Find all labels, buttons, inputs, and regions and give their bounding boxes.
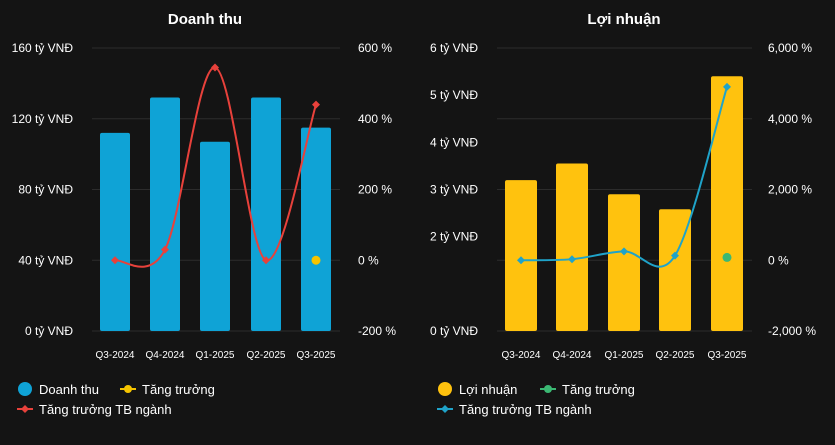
bar[interactable]: [100, 132, 130, 331]
bar[interactable]: [711, 76, 743, 331]
left-axis-tick-label: 80 tỷ VNĐ: [18, 183, 73, 197]
x-axis-tick-label: Q4-2024: [553, 350, 592, 361]
legend-label: Doanh thu: [39, 382, 99, 397]
x-axis-tick-label: Q4-2024: [146, 350, 185, 361]
bar[interactable]: [200, 141, 230, 331]
right-axis-tick-label: 4,000 %: [768, 112, 812, 126]
industry-growth-point[interactable]: [262, 256, 270, 265]
left-axis-tick-label: 4 tỷ VNĐ: [430, 135, 478, 149]
legend-label: Tăng trưởng: [562, 382, 635, 397]
industry-growth-point[interactable]: [111, 256, 119, 265]
chart-title: Lợi nhuận: [587, 11, 660, 28]
left-axis-tick-label: 2 tỷ VNĐ: [430, 230, 478, 244]
industry-growth-point[interactable]: [620, 247, 628, 256]
right-axis-tick-label: 0 %: [768, 253, 789, 267]
bar[interactable]: [505, 180, 537, 331]
chart-panel-1: Lợi nhuận -2,000 % 0 % 2,000 % 4,000 % 6,000 …: [430, 11, 816, 417]
legend-label: Lợi nhuận: [459, 382, 517, 397]
right-axis-tick-label: 0 %: [358, 253, 379, 267]
x-axis-tick-label: Q2-2025: [656, 350, 695, 361]
bar[interactable]: [556, 163, 588, 331]
right-axis-tick-label: -200 %: [358, 324, 396, 338]
left-axis-tick-label: 0 tỷ VNĐ: [25, 324, 73, 338]
bar[interactable]: [301, 127, 331, 331]
industry-growth-point[interactable]: [671, 251, 679, 260]
left-axis-tick-label: 40 tỷ VNĐ: [18, 253, 73, 267]
legend-dot-icon: [544, 385, 552, 393]
left-axis-tick-label: 120 tỷ VNĐ: [12, 112, 74, 126]
x-axis-tick-label: Q1-2025: [196, 350, 235, 361]
industry-growth-point[interactable]: [211, 63, 219, 72]
legend-label: Tăng trưởng: [142, 382, 215, 397]
industry-growth-point[interactable]: [723, 82, 731, 91]
legend-item[interactable]: Tăng trưởng: [540, 382, 635, 397]
industry-growth-line: [520, 86, 728, 268]
legend-label: Tăng trưởng TB ngành: [459, 402, 592, 417]
legend-item[interactable]: Tăng trưởng: [120, 382, 215, 397]
legend-item[interactable]: Doanh thu: [18, 382, 99, 397]
industry-growth-point[interactable]: [568, 255, 576, 264]
growth-point[interactable]: [722, 252, 732, 262]
left-axis-tick-label: 5 tỷ VNĐ: [430, 88, 478, 102]
chart-title: Doanh thu: [168, 11, 242, 28]
bar[interactable]: [608, 194, 640, 331]
right-axis-tick-label: -2,000 %: [768, 324, 816, 338]
legend-item[interactable]: Tăng trưởng TB ngành: [17, 402, 172, 417]
legend-item[interactable]: Lợi nhuận: [438, 382, 517, 397]
left-axis-tick-label: 160 tỷ VNĐ: [12, 41, 74, 55]
left-axis-tick-label: 3 tỷ VNĐ: [430, 183, 478, 197]
industry-growth-point[interactable]: [312, 100, 320, 109]
x-axis-tick-label: Q3-2024: [502, 350, 541, 361]
right-axis-tick-label: 6,000 %: [768, 41, 812, 55]
x-axis-tick-label: Q1-2025: [605, 350, 644, 361]
legend-circle-icon: [18, 382, 32, 396]
x-axis-tick-label: Q3-2024: [96, 350, 135, 361]
legend-diamond-icon: [441, 405, 449, 413]
bar[interactable]: [251, 97, 281, 332]
industry-growth-point[interactable]: [517, 256, 525, 265]
right-axis-tick-label: 400 %: [358, 112, 392, 126]
x-axis-tick-label: Q3-2025: [708, 350, 747, 361]
legend-label: Tăng trưởng TB ngành: [39, 402, 172, 417]
right-axis-tick-label: 600 %: [358, 41, 392, 55]
growth-point[interactable]: [311, 255, 321, 265]
legend-item[interactable]: Tăng trưởng TB ngành: [437, 402, 592, 417]
industry-growth-point[interactable]: [161, 245, 169, 254]
chart-panel-0: Doanh thu -200 % 0 % 200 % 400 % 600 % 0 tỷ VN…: [12, 11, 397, 417]
x-axis-tick-label: Q3-2025: [297, 350, 336, 361]
bar[interactable]: [150, 97, 180, 332]
legend-circle-icon: [438, 382, 452, 396]
right-axis-tick-label: 2,000 %: [768, 183, 812, 197]
legend-dot-icon: [124, 385, 132, 393]
legend-diamond-icon: [21, 405, 29, 413]
left-axis-tick-label: 0 tỷ VNĐ: [430, 324, 478, 338]
left-axis-tick-label: 6 tỷ VNĐ: [430, 41, 478, 55]
right-axis-tick-label: 200 %: [358, 183, 392, 197]
x-axis-tick-label: Q2-2025: [247, 350, 286, 361]
